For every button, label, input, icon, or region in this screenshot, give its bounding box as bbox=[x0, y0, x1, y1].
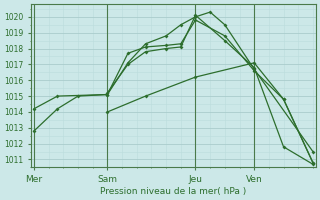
X-axis label: Pression niveau de la mer( hPa ): Pression niveau de la mer( hPa ) bbox=[100, 187, 247, 196]
